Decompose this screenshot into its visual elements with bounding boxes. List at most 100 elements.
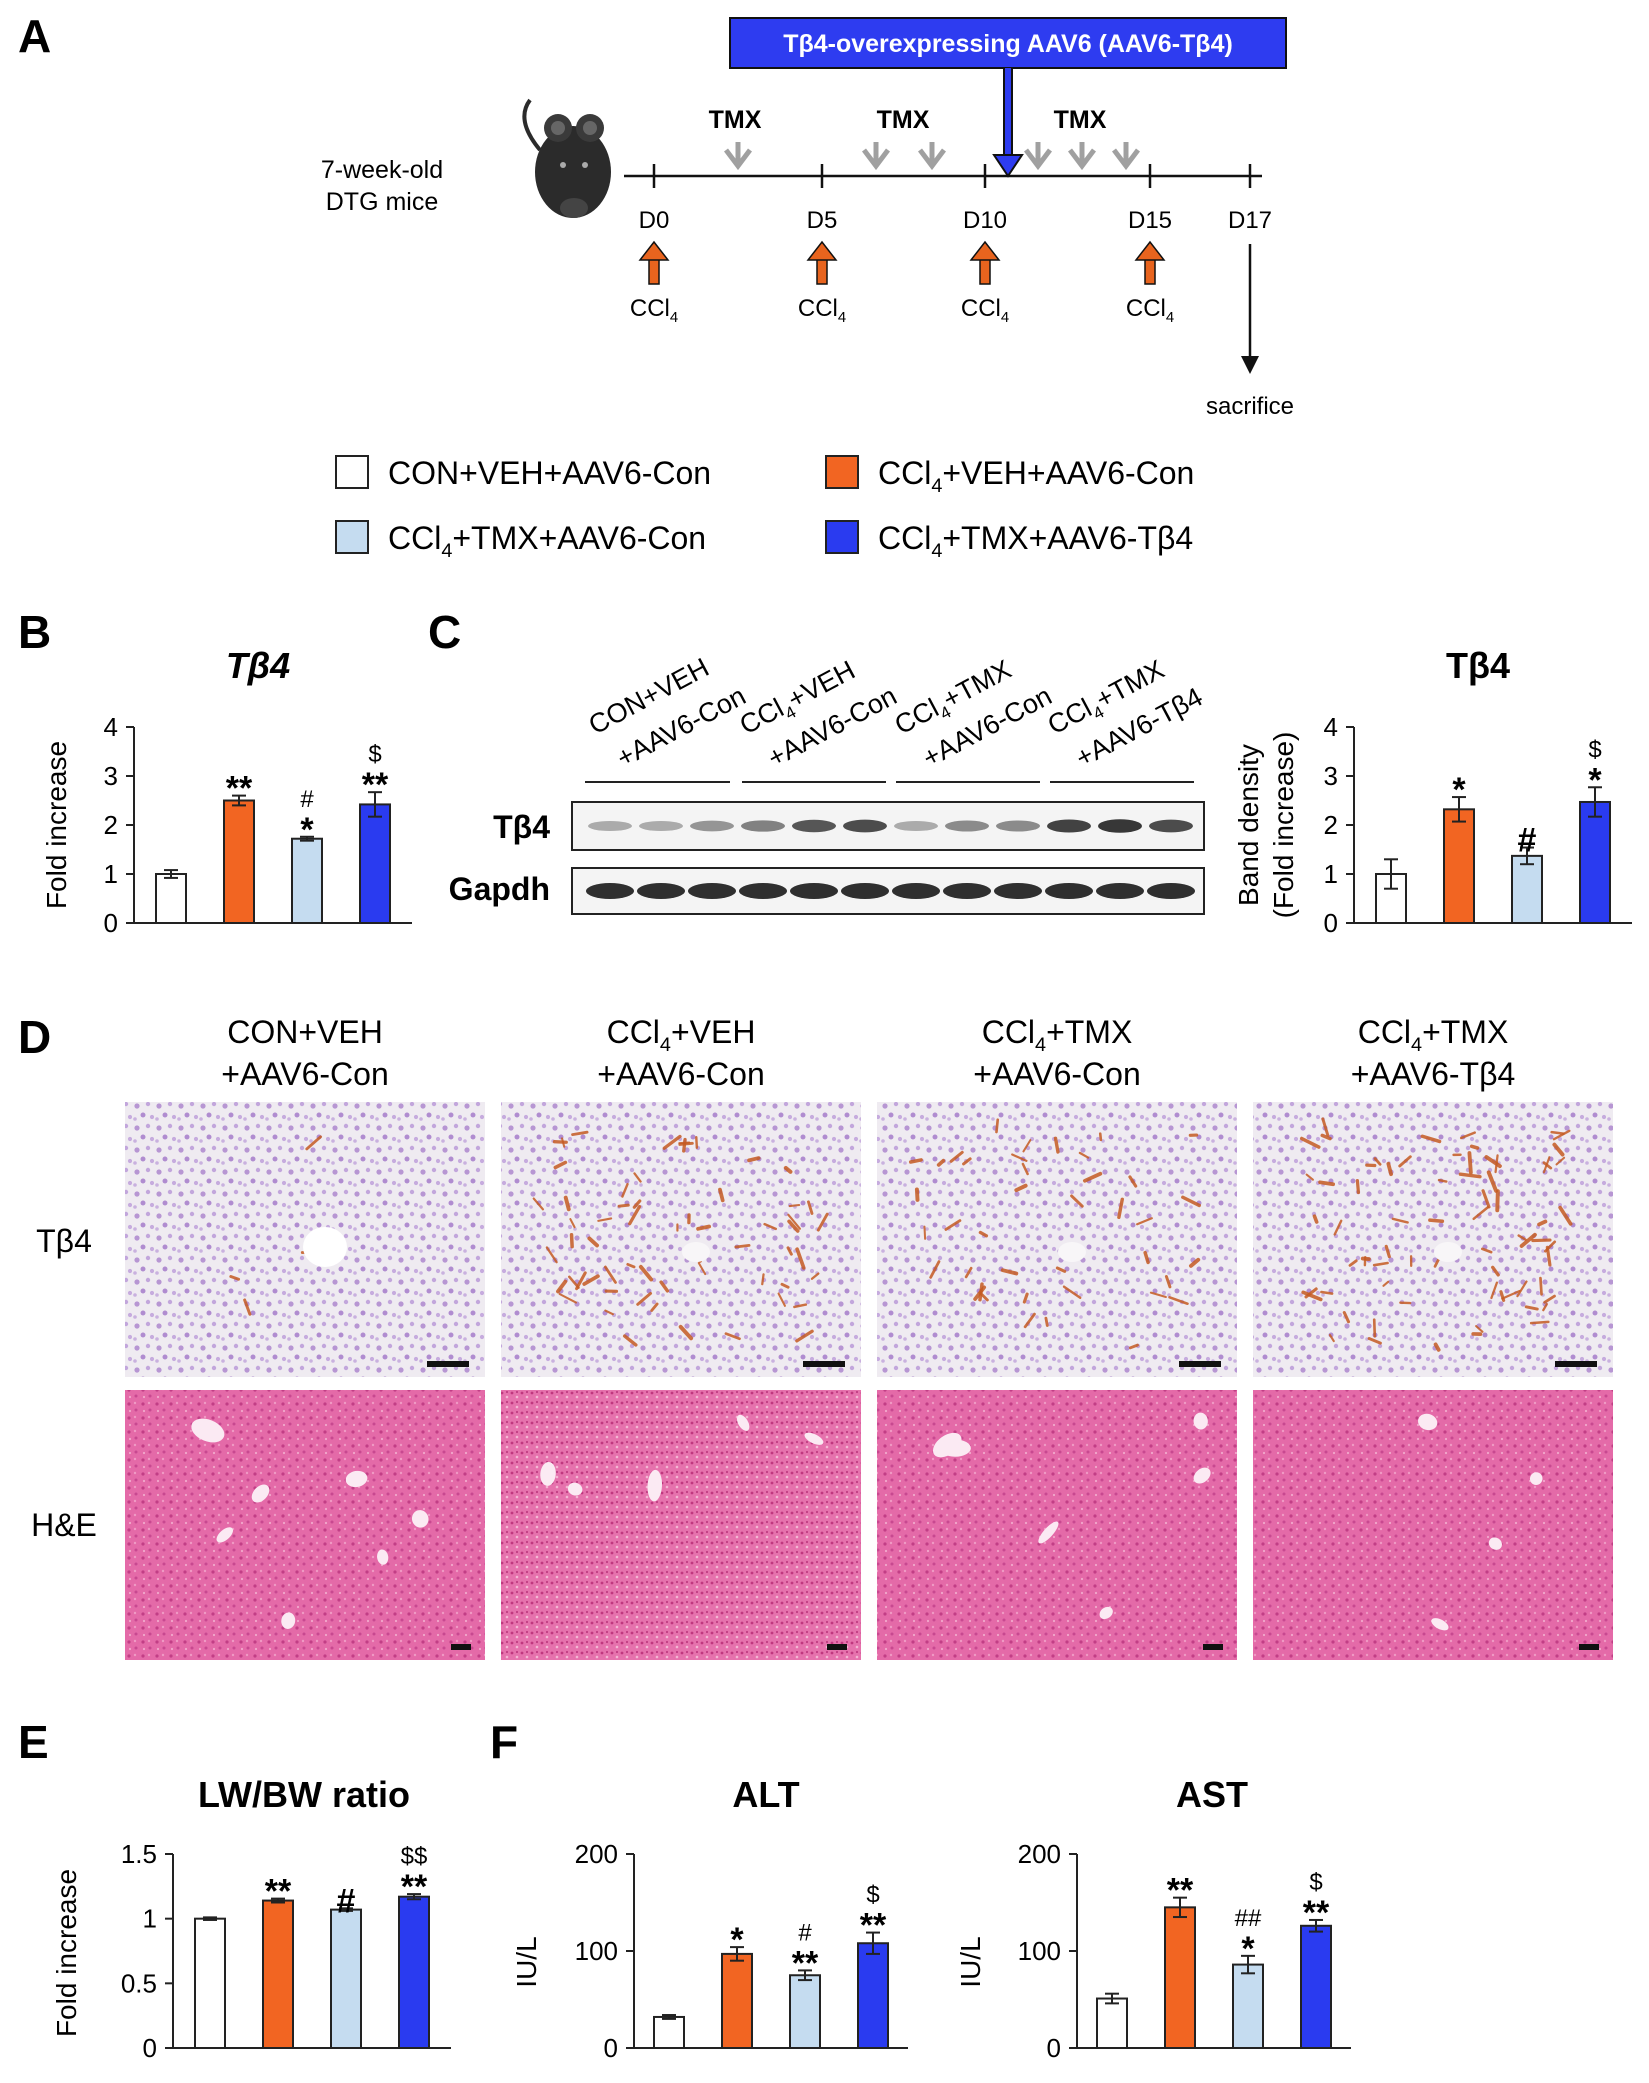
significance-mark: ** — [362, 766, 389, 804]
bar — [1164, 1906, 1196, 2049]
legend-swatch — [335, 455, 369, 489]
y-tick-label: 2 — [1324, 810, 1338, 840]
y-tick-label: 200 — [1018, 1839, 1061, 1869]
y-tick-label: 4 — [1324, 712, 1338, 742]
significance-mark: * — [1452, 771, 1466, 809]
significance-mark: * — [1588, 761, 1602, 799]
scale-bar — [451, 1644, 471, 1650]
tmx-arrow-icon — [1024, 142, 1052, 171]
bar — [789, 1974, 821, 2049]
aav-label: Tβ4-overexpressing AAV6 (AAV6-Tβ4) — [783, 30, 1233, 58]
bar — [1300, 1924, 1332, 2050]
bar — [1096, 1997, 1128, 2050]
tb4-ihc-image — [125, 1102, 485, 1377]
gapdh-band — [688, 883, 736, 899]
y-tick-label: 1.5 — [121, 1839, 157, 1869]
y-tick-label: 100 — [575, 1936, 618, 1966]
sacrifice-label: sacrifice — [1206, 393, 1294, 420]
bar — [398, 1895, 430, 2050]
significance-mark: # — [1518, 822, 1537, 860]
ccl4-label: CCl4 — [798, 295, 846, 326]
histology-row-label: H&E — [31, 1507, 97, 1543]
y-axis-label: IU/L — [955, 1936, 986, 1987]
bar — [155, 873, 187, 924]
ccl4-arrow-icon — [969, 240, 1001, 285]
mice-label-line2: DTG mice — [326, 188, 439, 216]
gapdh-band — [637, 883, 685, 899]
y-tick-label: 100 — [1018, 1936, 1061, 1966]
bar — [1232, 1963, 1264, 2049]
significance-mark-secondary: $ — [368, 741, 381, 768]
histology-column-title-line2: +AAV6-Con — [597, 1056, 765, 1092]
chart-title: ALT — [732, 1774, 799, 1815]
ccl4-arrow-icon — [638, 240, 670, 285]
bar — [857, 1942, 889, 2049]
tb4-ihc-image — [877, 1102, 1237, 1377]
tb4-band — [690, 820, 734, 832]
significance-mark: ** — [792, 1944, 819, 1982]
blot-row-label: Gapdh — [449, 871, 550, 907]
y-tick-label: 3 — [104, 761, 118, 791]
histology-column-title-line2: +AAV6-Con — [221, 1056, 389, 1092]
scale-bar — [1555, 1361, 1597, 1367]
bar — [653, 2015, 685, 2049]
tb4-band — [1098, 819, 1142, 833]
histology-panel: CON+VEH+AAV6-ConCCl4+VEH+AAV6-ConCCl4+TM… — [31, 1014, 1613, 1660]
y-tick-label: 4 — [104, 712, 118, 742]
gapdh-band — [943, 883, 991, 899]
significance-mark: ** — [1303, 1894, 1330, 1932]
scale-bar — [1179, 1361, 1221, 1367]
significance-mark-secondary: $ — [1588, 736, 1601, 763]
scale-bar — [1203, 1644, 1223, 1650]
chart-title: AST — [1176, 1774, 1248, 1815]
significance-mark-secondary: # — [300, 786, 314, 813]
histology-column-title: CCl4+TMX — [1358, 1014, 1509, 1056]
ccl4-arrow-icon — [806, 240, 838, 285]
y-axis-label: IU/L — [511, 1936, 542, 1987]
y-tick-label: 1 — [104, 859, 118, 889]
blot-row-label: Tβ4 — [493, 809, 550, 845]
day-label: D10 — [963, 207, 1007, 234]
scale-bar — [827, 1644, 847, 1650]
bar — [330, 1908, 362, 2049]
timeline-panel: Tβ4-overexpressing AAV6 (AAV6-Tβ4) 7-wee… — [321, 17, 1294, 420]
tmx-arrow-icon — [862, 142, 890, 171]
panel-letter-a: A — [18, 10, 51, 62]
western-blot: CON+VEH+AAV6-ConCCl4+VEH+AAV6-ConCCl4+TM… — [449, 652, 1207, 915]
day-label: D15 — [1128, 207, 1172, 234]
panel-letter-d: D — [18, 1011, 51, 1063]
y-tick-label: 0 — [104, 908, 118, 938]
scale-bar — [1579, 1644, 1599, 1650]
legend: CON+VEH+AAV6-Con CCl4+VEH+AAV6-Con CCl4+TM… — [335, 455, 1194, 562]
tb4-band — [741, 820, 785, 832]
legend-swatch — [825, 520, 859, 554]
histology-column-title-line2: +AAV6-Con — [973, 1056, 1141, 1092]
scale-bar — [803, 1361, 845, 1367]
significance-mark: * — [730, 1921, 744, 1959]
gapdh-band — [892, 883, 940, 899]
y-tick-label: 0.5 — [121, 1968, 157, 1998]
y-tick-label: 0 — [143, 2033, 157, 2063]
significance-mark: # — [337, 1882, 356, 1920]
aav-box — [729, 17, 1287, 69]
y-tick-label: 1 — [143, 1904, 157, 1934]
y-axis-label-2: (Fold increase) — [1268, 732, 1299, 919]
tmx-label: TMX — [709, 106, 762, 134]
he-image — [125, 1390, 485, 1660]
he-image — [1253, 1390, 1613, 1660]
histology-column-title: CON+VEH — [227, 1014, 383, 1050]
day-label: D17 — [1228, 207, 1272, 234]
panel-letter-c: C — [428, 606, 461, 658]
chart-title: Tβ4 — [226, 645, 290, 686]
y-axis-label: Fold increase — [41, 741, 72, 909]
significance-mark: ** — [226, 770, 253, 808]
y-tick-label: 3 — [1324, 761, 1338, 791]
aav-injection-arrow-head — [992, 154, 1024, 178]
significance-mark: ** — [860, 1907, 887, 1945]
significance-mark: ** — [1167, 1872, 1194, 1910]
tmx-label: TMX — [877, 106, 930, 134]
gapdh-band — [1045, 883, 1093, 899]
tmx-arrow-icon — [1068, 142, 1096, 171]
